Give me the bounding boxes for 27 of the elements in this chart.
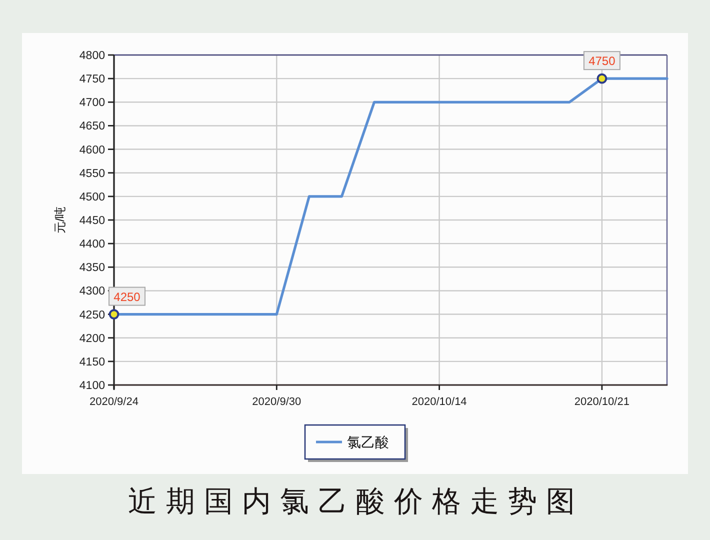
y-tick-label: 4150 (79, 356, 105, 368)
y-tick-label: 4400 (79, 238, 105, 251)
y-tick-label: 4550 (79, 168, 105, 180)
y-tick-label: 4600 (79, 144, 105, 156)
x-tick-label: 2020/9/24 (90, 396, 138, 408)
y-tick-label: 4650 (79, 120, 105, 133)
text: 近期国内氯乙酸价格走势图 (128, 486, 584, 518)
y-tick-label: 4700 (79, 97, 105, 110)
legend-label: 氯乙酸 (347, 434, 389, 450)
y-tick-label: 4800 (79, 50, 105, 62)
value-label: 4750 (583, 51, 620, 70)
y-axis-title: 元/吨 (53, 206, 67, 234)
value-label: 4250 (108, 286, 146, 306)
legend: 氯乙酸 (304, 424, 408, 462)
y-tick-label: 4100 (79, 380, 105, 392)
y-tick-label: 4250 (79, 309, 105, 322)
y-tick-label: 4500 (79, 191, 105, 204)
data-label: 4750 (588, 54, 616, 68)
x-tick-label: 2020/10/14 (412, 396, 467, 408)
y-tick-label: 4300 (79, 286, 105, 298)
y-tick-label: 4200 (79, 332, 105, 345)
x-tick-label: 2020/10/21 (574, 396, 630, 408)
y-tick-label: 4350 (79, 262, 105, 274)
data-label: 4250 (114, 290, 141, 304)
y-tick-label: 4750 (79, 74, 105, 86)
x-tick-label: 2020/9/30 (252, 396, 302, 408)
y-tick-label: 4450 (79, 215, 105, 227)
